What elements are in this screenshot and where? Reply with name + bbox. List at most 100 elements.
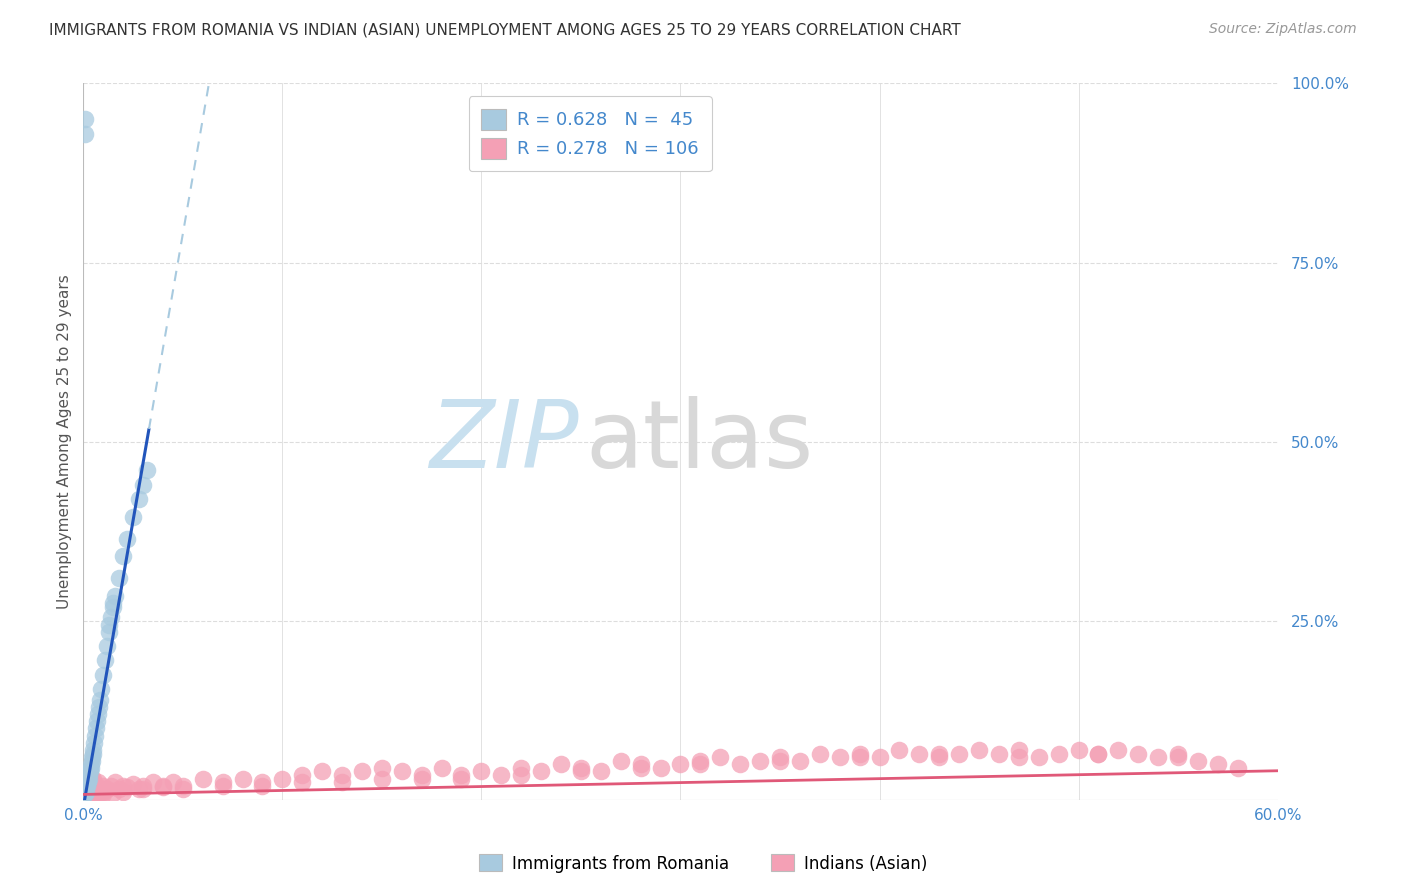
Point [80,754,103,768]
Point [908,747,931,761]
Point [91,786,114,800]
Point [391,764,413,779]
Point [75,780,97,795]
Point [90,681,112,696]
Point [112,549,135,564]
Point [330,775,353,789]
Point [669,757,692,772]
Point [80,757,103,772]
Point [1028,750,1050,764]
Point [650,761,672,775]
Point [115,532,138,546]
Point [450,768,472,782]
Point [96,782,118,797]
Point [77,780,100,795]
Point [211,779,233,793]
Point [889,743,911,757]
Point [252,775,274,789]
Point [76,779,98,793]
Point [122,510,145,524]
Point [132,477,155,491]
Legend: Immigrants from Romania, Indians (Asian): Immigrants from Romania, Indians (Asian) [472,847,934,880]
Point [75,788,97,802]
Point [108,571,131,585]
Point [769,754,792,768]
Point [252,779,274,793]
Point [848,747,870,761]
Point [82,773,104,788]
Point [75,127,97,141]
Point [112,784,135,798]
Point [87,707,110,722]
Point [1167,747,1189,761]
Point [122,777,145,791]
Point [450,772,472,786]
Point [98,624,121,639]
Point [77,768,100,782]
Point [709,750,731,764]
Legend: R = 0.628   N =  45, R = 0.278   N = 106: R = 0.628 N = 45, R = 0.278 N = 106 [468,96,711,171]
Point [411,772,433,786]
Point [371,772,394,786]
Point [470,764,492,779]
Point [172,779,194,793]
Point [112,779,135,793]
Point [569,761,592,775]
Text: atlas: atlas [585,396,813,488]
Point [76,777,98,791]
Point [132,779,155,793]
Point [82,743,104,757]
Point [75,782,97,797]
Point [136,463,159,477]
Point [411,768,433,782]
Point [91,788,114,802]
Point [94,653,117,667]
Point [987,747,1010,761]
Point [1008,750,1031,764]
Point [162,775,184,789]
Point [98,617,121,632]
Point [928,750,950,764]
Point [1187,754,1209,768]
Point [75,784,97,798]
Point [510,761,533,775]
Point [87,775,110,789]
Point [90,782,112,797]
Point [311,764,333,779]
Point [1167,750,1189,764]
Point [89,788,111,802]
Point [848,750,870,764]
Point [77,772,100,786]
Point [828,750,851,764]
Point [172,782,194,797]
Point [530,764,553,779]
Point [152,780,174,795]
Point [630,761,652,775]
Point [86,714,108,729]
Point [330,768,353,782]
Point [371,761,394,775]
Point [152,779,174,793]
Point [1226,761,1249,775]
Point [75,786,97,800]
Point [84,784,107,798]
Text: Source: ZipAtlas.com: Source: ZipAtlas.com [1209,22,1357,37]
Point [91,667,114,681]
Point [82,789,104,804]
Point [589,764,612,779]
Point [1147,750,1170,764]
Point [79,764,101,779]
Point [104,775,127,789]
Point [76,775,98,789]
Text: IMMIGRANTS FROM ROMANIA VS INDIAN (ASIAN) UNEMPLOYMENT AMONG AGES 25 TO 29 YEARS: IMMIGRANTS FROM ROMANIA VS INDIAN (ASIAN… [49,22,960,37]
Point [728,757,751,772]
Point [1008,743,1031,757]
Point [967,743,990,757]
Point [96,639,118,653]
Point [84,782,107,797]
Point [82,772,104,786]
Point [115,780,138,795]
Point [689,754,711,768]
Point [191,772,214,786]
Point [76,782,98,797]
